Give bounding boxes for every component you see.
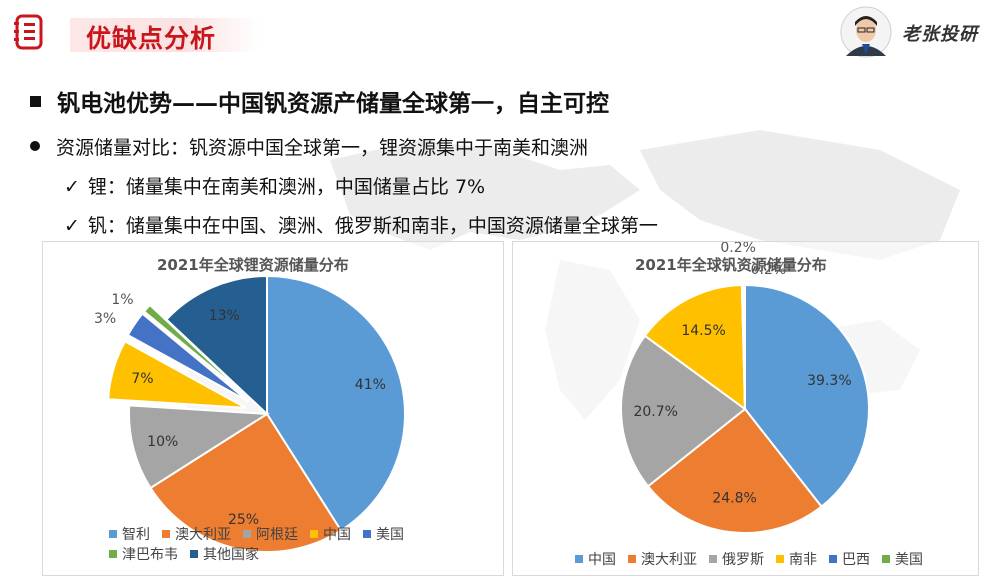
- bullet-item: 资源储量对比：钒资源中国全球第一，锂资源集中于南美和澳洲: [30, 133, 588, 160]
- pie-slice-4: [126, 312, 250, 403]
- legend-item-6: 其他国家: [190, 544, 259, 564]
- data-label-6: 13%: [209, 308, 240, 324]
- checkmark-icon: ✓: [64, 176, 80, 198]
- pie-slice-3: [107, 340, 247, 409]
- pie-slice-2: [128, 404, 271, 490]
- legend-item-5: 津巴布韦: [109, 544, 178, 564]
- pie-slice-5: [142, 303, 252, 401]
- data-label-3: 7%: [131, 371, 153, 387]
- pie-slice-2: [620, 334, 747, 488]
- legend-label: 澳大利亚: [641, 552, 697, 568]
- legend-swatch-icon: [310, 530, 318, 538]
- legend-label: 阿根廷: [256, 527, 298, 543]
- page-title: 优缺点分析: [86, 24, 217, 53]
- brand-badge: [838, 6, 998, 58]
- document-list-icon: [14, 14, 43, 50]
- legend-swatch-icon: [243, 530, 251, 538]
- legend-item-3: 南非: [776, 549, 817, 569]
- legend-item-1: 澳大利亚: [162, 524, 231, 544]
- brand-name: 老张投研: [902, 24, 978, 45]
- legend-swatch-icon: [190, 550, 198, 558]
- legend-swatch-icon: [575, 555, 583, 563]
- bullet-text: 资源储量对比：钒资源中国全球第一，锂资源集中于南美和澳洲: [56, 137, 589, 159]
- data-label-2: 10%: [147, 434, 178, 450]
- legend-label: 智利: [122, 527, 150, 543]
- round-bullet-icon: [30, 141, 40, 151]
- legend-label: 其他国家: [203, 547, 259, 563]
- checkmark-icon: ✓: [64, 215, 80, 237]
- legend-swatch-icon: [882, 555, 890, 563]
- legend-label: 巴西: [842, 552, 870, 568]
- main-heading: 钒电池优势——中国钒资源产储量全球第一，自主可控: [30, 84, 609, 118]
- legend-label: 美国: [895, 552, 923, 568]
- main-heading-text: 钒电池优势——中国钒资源产储量全球第一，自主可控: [57, 91, 609, 117]
- legend-item-0: 智利: [109, 524, 150, 544]
- header-bar: 优缺点分析 老张投研: [0, 0, 1000, 62]
- pie-slice-1: [646, 407, 823, 534]
- chart-title: 2021年全球钒资源储量分布: [635, 256, 827, 274]
- data-label-5: 0.2%: [720, 242, 756, 256]
- legend-swatch-icon: [776, 555, 784, 563]
- chart-legend: 中国 澳大利亚 俄罗斯 南非 巴西 美国: [575, 549, 975, 569]
- legend-label: 津巴布韦: [122, 547, 178, 563]
- chart-title: 2021年全球锂资源储量分布: [157, 256, 349, 274]
- lithium-pie-chart: 41% 25% 10% 7% 3% 1% 13%: [94, 274, 406, 553]
- legend-label: 俄罗斯: [722, 552, 764, 568]
- lithium-chart-panel: 2021年全球锂资源储量分布 41% 25% 10% 7% 3% 1% 13% 智利 澳大利亚…: [42, 241, 504, 576]
- sub-item-vanadium: ✓ 钒：储量集中在中国、澳洲、俄罗斯和南非，中国资源储量全球第一: [64, 211, 658, 238]
- legend-item-1: 澳大利亚: [628, 549, 697, 569]
- legend-swatch-icon: [709, 555, 717, 563]
- data-label-1: 25%: [228, 512, 259, 528]
- legend-item-3: 中国: [310, 524, 351, 544]
- data-label-0: 41%: [355, 377, 386, 393]
- legend-label: 中国: [323, 527, 351, 543]
- legend-label: 澳大利亚: [175, 527, 231, 543]
- legend-swatch-icon: [363, 530, 371, 538]
- pie-slice-3: [643, 284, 747, 412]
- vanadium-chart-panel: 2021年全球钒资源储量分布 39.3% 24.8% 20.7% 14.5% 0.2% 0…: [512, 241, 979, 576]
- data-label-3: 14.5%: [681, 323, 725, 339]
- legend-item-4: 巴西: [829, 549, 870, 569]
- legend-label: 中国: [588, 552, 616, 568]
- pie-slice-6: [164, 274, 268, 417]
- square-bullet-icon: [30, 96, 41, 107]
- legend-item-0: 中国: [575, 549, 616, 569]
- data-label-2: 20.7%: [633, 404, 677, 420]
- legend-swatch-icon: [109, 550, 117, 558]
- chart-legend: 智利 澳大利亚 阿根廷 中国 美国津巴布韦 其他国家: [109, 524, 469, 564]
- sub-item-lithium: ✓ 锂：储量集中在南美和澳洲，中国储量占比 7%: [64, 172, 485, 199]
- legend-swatch-icon: [109, 530, 117, 538]
- legend-label: 美国: [376, 527, 404, 543]
- legend-item-2: 阿根廷: [243, 524, 298, 544]
- legend-swatch-icon: [628, 555, 636, 563]
- legend-item-2: 俄罗斯: [709, 549, 764, 569]
- sub-item-text: 锂：储量集中在南美和澳洲，中国储量占比 7%: [87, 176, 486, 198]
- pie-slice-0: [744, 283, 870, 508]
- title-highlight: [70, 18, 260, 52]
- data-label-5: 1%: [111, 292, 133, 308]
- legend-item-5: 美国: [882, 549, 923, 569]
- sub-item-text: 钒：储量集中在中国、澳洲、俄罗斯和南非，中国资源储量全球第一: [87, 215, 658, 237]
- legend-label: 南非: [789, 552, 817, 568]
- presenter-avatar-icon: [840, 6, 892, 58]
- legend-swatch-icon: [162, 530, 170, 538]
- legend-swatch-icon: [829, 555, 837, 563]
- data-label-1: 24.8%: [712, 491, 756, 507]
- data-label-4: 0.2%: [751, 262, 787, 278]
- vanadium-pie-chart: 39.3% 24.8% 20.7% 14.5% 0.2% 0.2%: [620, 242, 870, 534]
- pie-slice-5: [742, 283, 746, 410]
- data-label-4: 3%: [94, 311, 116, 327]
- pie-slice-1: [149, 412, 343, 553]
- legend-item-4: 美国: [363, 524, 404, 544]
- data-label-0: 39.3%: [807, 373, 851, 389]
